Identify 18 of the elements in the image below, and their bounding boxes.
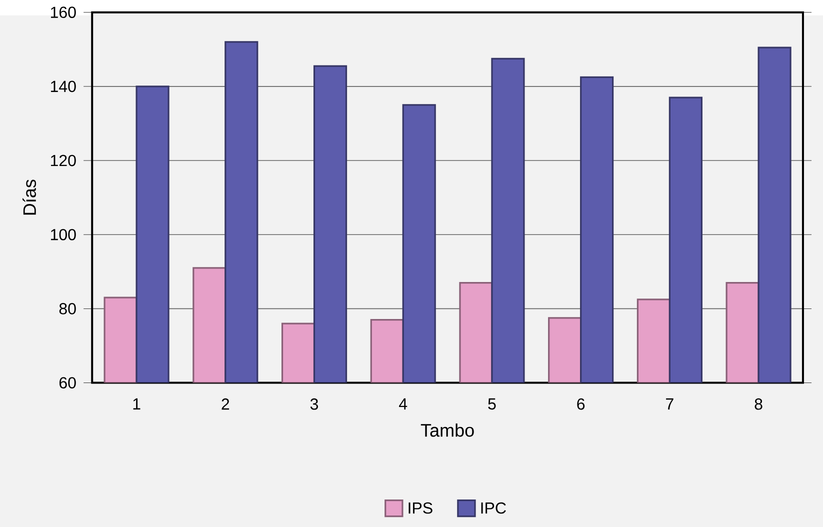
x-axis-title: Tambo [420, 424, 474, 437]
x-tick-label: 5 [488, 398, 496, 410]
legend-label: IPS [408, 502, 432, 514]
x-tick-label: 7 [666, 398, 674, 410]
x-tick-label: 2 [222, 398, 230, 410]
y-tick-label: 100 [50, 228, 76, 240]
x-tick-label: 6 [577, 398, 585, 410]
y-tick-label: 160 [50, 6, 76, 18]
legend-label: IPC [481, 502, 506, 514]
y-tick-label: 60 [59, 377, 76, 388]
x-tick-label: 3 [310, 398, 318, 410]
x-tick-label: 8 [754, 398, 762, 410]
y-axis-title: Días [22, 180, 36, 215]
x-tick-label: 1 [133, 398, 140, 410]
y-tick-label: 140 [50, 80, 76, 92]
y-tick-label: 120 [50, 154, 76, 166]
x-tick-label: 4 [399, 398, 408, 410]
y-tick-label: 80 [59, 303, 76, 314]
